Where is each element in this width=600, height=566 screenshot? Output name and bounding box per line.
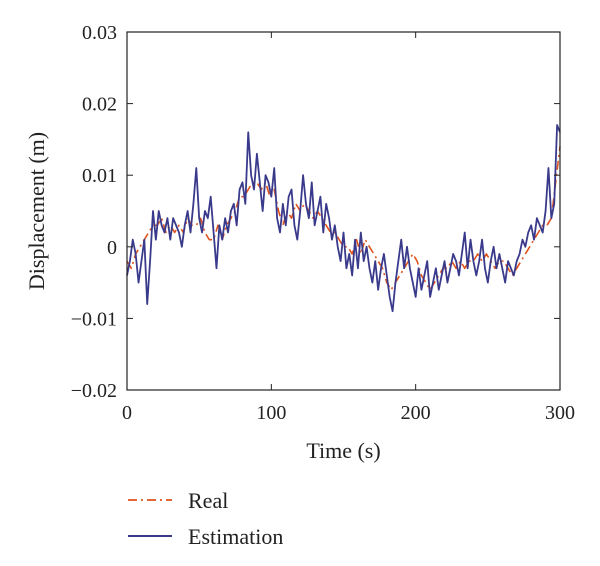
y-tick-label: 0.03 (82, 22, 117, 44)
y-tick-label: 0 (107, 237, 117, 259)
legend-label-estimation: Estimation (188, 524, 283, 549)
y-tick-label: −0.01 (71, 308, 117, 330)
y-tick-label: −0.02 (71, 380, 117, 402)
y-tick-label: 0.02 (82, 94, 117, 116)
x-tick-label: 100 (256, 402, 286, 424)
x-axis: 0 100 200 300 (122, 32, 575, 424)
y-axis: −0.02 −0.01 0 0.01 0.02 0.03 (71, 22, 560, 402)
x-tick-label: 200 (401, 402, 431, 424)
legend-label-real: Real (188, 488, 228, 513)
legend: Real Estimation (128, 488, 283, 549)
x-tick-label: 0 (122, 402, 132, 424)
plot-frame (126, 31, 561, 391)
x-axis-title: Time (s) (306, 438, 380, 463)
series-line-real (126, 146, 561, 291)
y-tick-label: 0.01 (82, 165, 117, 187)
series-layer (126, 124, 561, 313)
y-axis-title: Displacement (m) (24, 132, 49, 290)
plot-area (126, 31, 561, 391)
series-line-estimation (126, 124, 561, 313)
x-tick-label: 300 (545, 402, 575, 424)
